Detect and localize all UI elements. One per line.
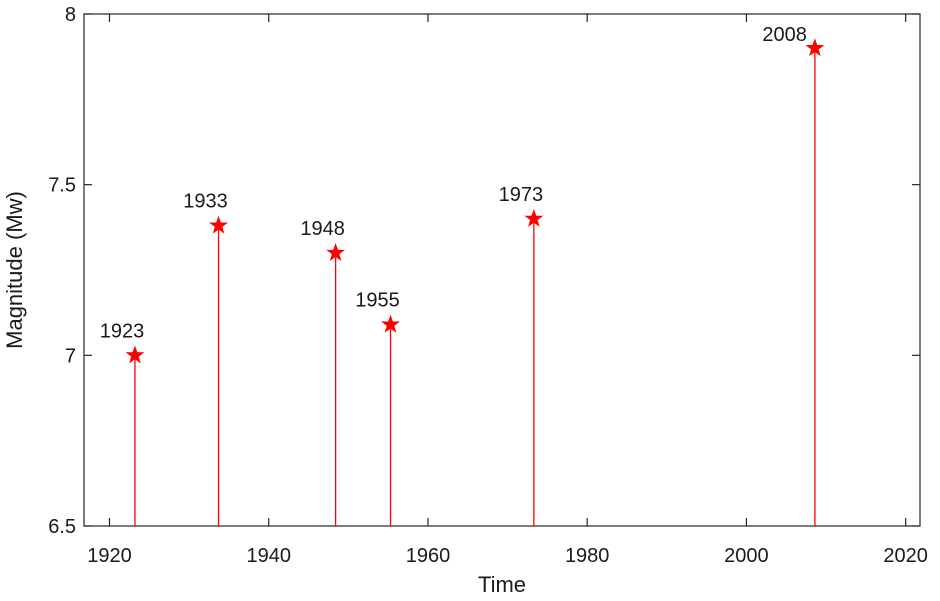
x-tick-label: 2020 [883,545,928,567]
point-label: 1973 [499,184,544,206]
star-marker [125,345,145,364]
point-label: 1923 [100,320,145,342]
star-marker [326,243,346,261]
y-tick-label: 6.5 [48,516,76,538]
y-tick-label: 7.5 [48,175,76,197]
star-marker [209,215,228,234]
x-tick-label: 1980 [565,545,610,567]
star-marker [381,314,400,333]
x-tick-label: 1940 [246,545,291,567]
y-axis-label: Magnitude (Mw) [2,191,27,349]
y-tick-label: 7 [65,345,76,367]
x-tick-label: 1960 [406,545,451,567]
point-label: 2008 [762,24,807,46]
plot-frame [83,13,921,527]
star-marker [524,208,544,227]
y-tick-label: 8 [65,4,76,26]
point-label: 1955 [355,290,400,312]
x-tick-label: 1920 [87,545,132,567]
x-tick-label: 2000 [724,545,769,567]
x-axis-label: Time [478,572,526,597]
star-marker [805,38,825,57]
point-label: 1933 [183,191,228,213]
point-label: 1948 [300,218,345,240]
